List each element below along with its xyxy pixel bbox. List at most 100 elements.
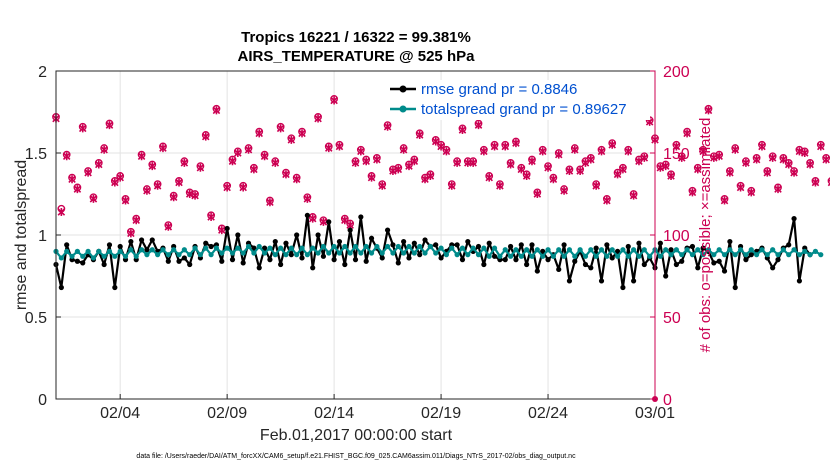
rmse-point [625,243,631,250]
totalspread-point [417,243,423,250]
totalspread-point [80,253,86,259]
obs-assimilated-point [720,196,729,205]
rmse-point [229,257,236,263]
obs-assimilated-point [667,171,675,180]
obs-assimilated-point [95,160,103,169]
obs-assimilated-point [587,155,595,164]
rmse-point [181,255,187,261]
obs-assimilated-point [164,222,173,231]
x-tick-label: 03/01 [635,405,675,422]
obs-assimilated-point [549,175,558,184]
totalspread-point [518,253,524,259]
totalspread-point [588,247,594,253]
legend-label-totalspread: totalspread grand pr = 0.89627 [421,101,627,118]
totalspread-point [438,245,444,251]
rmse-point [566,278,573,284]
rmse-point [454,242,460,248]
obs-assimilated-point [795,147,804,156]
totalspread-point [684,247,690,253]
obs-assimilated-point [399,145,408,154]
rmse-point [101,261,107,268]
totalspread-point [181,247,187,253]
totalspread-point [577,247,583,253]
rmse-point [481,261,487,268]
totalspread-point [647,253,653,259]
obs-assimilated-point [308,214,317,223]
obs-assimilated-point [506,160,515,169]
rmse-point [208,243,214,250]
totalspread-point [272,252,278,258]
totalspread-point [64,248,70,254]
obs-assimilated-point [137,152,146,161]
totalspread-point [433,250,439,256]
rmse-point [80,260,86,266]
ticks: 02/04 02/09 02/14 02/19 02/24 03/0100.511.520… [25,64,690,422]
obs-assimilated-point [84,168,92,177]
rmse-point [770,265,776,271]
totalspread-point [609,247,615,253]
obs-assimilated-point [73,185,82,194]
totalspread-point [807,252,813,258]
obs-assimilated-point [78,124,87,133]
totalspread-point [711,252,717,258]
rmse-point [417,252,423,258]
obs-assimilated-point [710,153,718,162]
obs-assimilated-point [688,188,697,197]
rmse-point [358,214,364,220]
obs-assimilated-point [699,147,707,156]
rmse-point [604,242,610,248]
rmse-point [689,243,696,250]
totalspread-point [818,252,824,258]
rmse-point [695,265,701,271]
rmse-point [534,268,540,274]
totalspread-point [566,247,573,253]
obs-assimilated-point [672,142,681,151]
totalspread-point [556,247,562,253]
obs-assimilated-point [752,155,761,164]
obs-assimilated-point [822,155,830,164]
totalspread-point [721,252,728,258]
obs-assimilated-point [415,130,424,139]
obs-assimilated-point [314,114,322,123]
totalspread-point [122,253,129,259]
rmse-point [700,245,706,251]
rmse-point [176,258,182,264]
totalspread-point [449,245,455,251]
totalspread-point [502,247,508,253]
totalspread-point [219,250,225,256]
y-tick-label-right: 150 [663,146,690,163]
rmse-point [128,238,134,245]
obs-assimilated-point [89,194,98,203]
rmse-point [278,261,284,268]
obs-assimilated-point [330,96,338,105]
obs-assimilated-point [303,194,312,203]
totalspread-point [705,247,712,253]
x-tick-label: 02/14 [314,405,354,422]
totalspread-point [759,247,765,253]
rmse-point [609,255,615,261]
rmse-point [791,216,797,222]
totalspread-point [384,243,391,250]
obs-assimilated-point [522,171,531,180]
rmse-point [614,248,621,254]
rmse-point [716,258,722,264]
rmse-point [668,247,674,253]
totalspread-point [192,245,198,251]
obs-assimilated-point [127,229,135,238]
totalspread-point [791,247,797,253]
rmse-point [475,243,482,250]
legend-box [385,80,650,120]
x-tick-label: 02/19 [421,405,461,422]
rmse-point [796,278,803,284]
totalspread-point [545,247,551,253]
obs-assimilated-point [485,173,493,182]
obs-assimilated-point [234,149,242,157]
rmse-point [219,258,225,264]
obs-assimilated-point [100,145,108,154]
rmse-point [540,248,546,254]
obs-assimilated-point [538,147,547,156]
totalspread-point [593,253,599,259]
rmse-point [572,258,578,264]
rmse-point [64,242,70,248]
